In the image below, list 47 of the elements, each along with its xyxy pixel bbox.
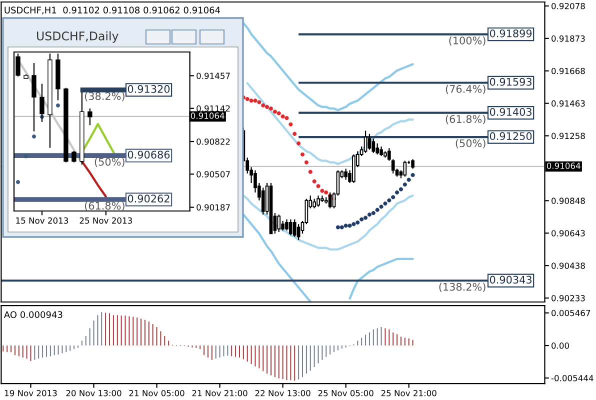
x-tick-label: 25 Nov 2013 xyxy=(80,217,132,224)
x-tick-label: 22 Nov 13:00 xyxy=(255,390,310,396)
annotation: (76.4%) xyxy=(446,84,486,94)
y-tick-label: 0.90187 xyxy=(196,204,230,211)
y-tick-label: 0.90438 xyxy=(552,262,585,269)
annotation: (61.8%) xyxy=(446,114,486,124)
chart-title: USDCHF,Daily xyxy=(37,31,118,43)
y-tick-label: 0.90848 xyxy=(552,198,585,204)
ref-line-label: 0.91250 xyxy=(490,132,532,140)
x-tick-label: 21 Nov 05:00 xyxy=(129,390,184,396)
ref-line-label: 0.91403 xyxy=(490,108,532,116)
ref-line-label: 0.91064 xyxy=(190,112,224,119)
annotation: (61.8%) xyxy=(84,202,124,211)
x-tick-label: 25 Nov 21:00 xyxy=(381,390,436,396)
y-tick-label: 0.91258 xyxy=(552,132,585,140)
text: AO 0.000943 xyxy=(4,311,62,318)
y-tick-label: 0.91873 xyxy=(552,35,585,42)
ref-line-label: 0.91064 xyxy=(546,162,580,169)
ref-line-label: 0.91320 xyxy=(128,85,170,93)
annotation: (50%) xyxy=(456,139,486,148)
ref-line-label: 0.91593 xyxy=(490,78,532,86)
ref-line-label: 0.90343 xyxy=(490,276,532,284)
y-tick-label: 0.90507 xyxy=(196,171,230,178)
ref-line-label: 0.90686 xyxy=(128,150,170,159)
y-tick-label: 0.005467 xyxy=(552,310,590,316)
y-tick-label: 0.00 xyxy=(552,342,569,349)
x-tick-label: 21 Nov 21:00 xyxy=(192,390,248,396)
x-tick-label: 25 Nov 05:00 xyxy=(318,390,374,396)
x-tick-label: 20 Nov 13:00 xyxy=(66,390,122,396)
y-tick-label: 0.90822 xyxy=(196,138,230,145)
annotation: (50%) xyxy=(94,158,124,167)
annotation: (138.2%) xyxy=(439,282,486,292)
annotation: (100%) xyxy=(449,36,486,46)
y-tick-label: 0.91668 xyxy=(552,68,585,74)
chart-title: USDCHF,H1 0.91102 0.91108 0.91062 0.91064 xyxy=(4,6,220,14)
ref-line-label: 0.91899 xyxy=(490,29,532,38)
y-tick-label: 0.91457 xyxy=(196,72,230,80)
y-tick-label: -0.005444 xyxy=(551,374,594,382)
y-tick-label: 0.90233 xyxy=(552,295,585,302)
ref-line-label: 0.90262 xyxy=(128,194,170,203)
x-tick-label: 19 Nov 2013 xyxy=(4,390,57,396)
y-tick-label: 0.91463 xyxy=(552,100,585,107)
y-tick-label: 0.92078 xyxy=(552,2,585,10)
y-tick-label: 0.90643 xyxy=(552,230,585,236)
x-tick-label: 15 Nov 2013 xyxy=(16,217,68,224)
annotation: (38.2%) xyxy=(84,92,124,102)
y-tick-label: 0.91142 xyxy=(196,105,230,112)
